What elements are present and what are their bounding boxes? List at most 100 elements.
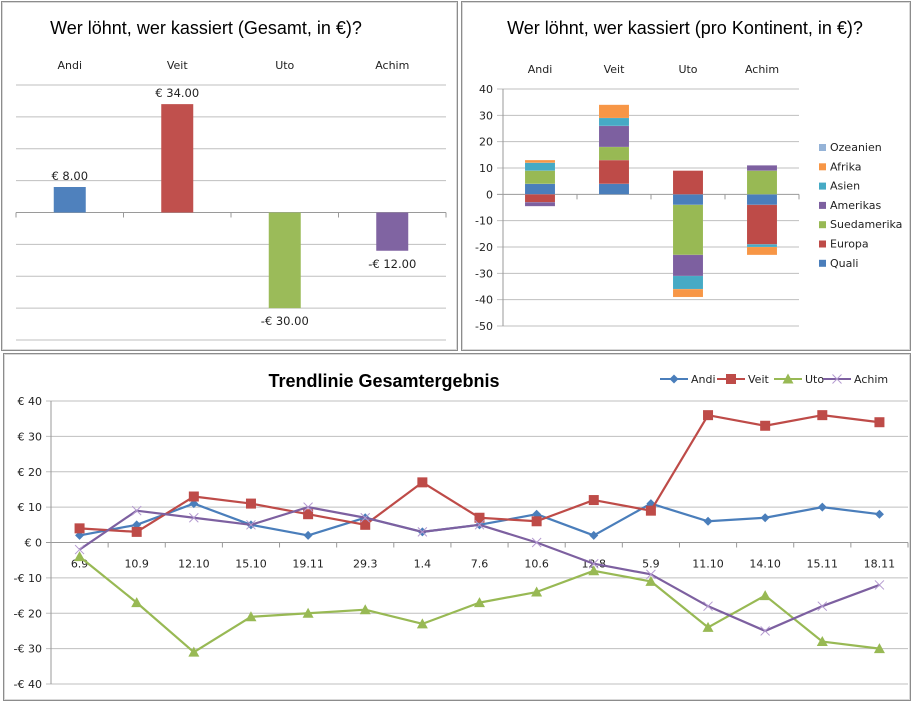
data-point-veit bbox=[417, 477, 428, 488]
data-point-uto bbox=[531, 586, 543, 597]
data-point-andi bbox=[874, 509, 884, 519]
x-tick-label: 5.9 bbox=[642, 558, 660, 571]
bar-segment-amerikas bbox=[672, 254, 704, 277]
legend-swatch-asien bbox=[819, 182, 826, 190]
data-point-veit bbox=[245, 498, 256, 509]
data-label: -€ 12.00 bbox=[368, 257, 416, 271]
data-point-achim bbox=[246, 519, 256, 530]
data-point-veit bbox=[588, 495, 599, 506]
y-tick-label: € 30 bbox=[18, 430, 43, 443]
legend-label: Uto bbox=[805, 373, 824, 386]
data-point-andi bbox=[532, 509, 542, 519]
data-point-veit bbox=[874, 417, 885, 428]
legend-label: Europa bbox=[830, 238, 869, 251]
legend-swatch-suedamerika bbox=[819, 221, 826, 229]
bar-segment-suedamerika bbox=[598, 146, 630, 161]
x-tick-label: 7.6 bbox=[471, 558, 489, 571]
data-point-veit bbox=[74, 523, 85, 534]
legend-label: Ozeanien bbox=[830, 141, 882, 154]
legend-label: Amerikas bbox=[830, 199, 882, 212]
bar-uto bbox=[268, 212, 301, 309]
y-tick-label: 20 bbox=[479, 136, 493, 149]
chart-panel-continent: Wer löhnt, wer kassiert (pro Kontinent, … bbox=[461, 1, 911, 351]
legend-marker-andi bbox=[669, 374, 679, 384]
data-point-andi bbox=[75, 530, 85, 540]
data-point-uto bbox=[759, 590, 771, 601]
category-label: Uto bbox=[275, 59, 294, 72]
data-point-andi bbox=[817, 502, 827, 512]
y-tick-label: -€ 10 bbox=[14, 572, 42, 585]
category-label: Achim bbox=[375, 59, 409, 72]
data-point-uto bbox=[873, 643, 885, 654]
data-label: € 8.00 bbox=[51, 169, 88, 183]
data-point-uto bbox=[188, 646, 200, 657]
chart-panel-trend: Trendlinie Gesamtergebnis € 40 € 30 € 20 € … bbox=[3, 353, 911, 701]
legend-label: Achim bbox=[854, 373, 888, 386]
y-tick-label: -30 bbox=[475, 267, 493, 280]
bar-segment-suedamerika bbox=[672, 204, 704, 256]
x-tick-label: 14.10 bbox=[749, 558, 781, 571]
data-point-uto bbox=[816, 636, 828, 647]
data-point-veit bbox=[531, 516, 542, 527]
x-tick-label: 29.3 bbox=[353, 558, 378, 571]
legend-marker-uto bbox=[782, 373, 794, 384]
data-point-achim bbox=[874, 580, 885, 590]
bar-segment-europa bbox=[598, 159, 630, 185]
bar-segment-quali bbox=[672, 194, 704, 206]
data-point-uto bbox=[645, 575, 657, 586]
data-point-uto bbox=[131, 597, 143, 608]
legend-marker-veit bbox=[726, 374, 736, 384]
legend-swatch-europa bbox=[819, 240, 826, 248]
bar-segment-quali bbox=[524, 183, 556, 195]
y-tick-label: -10 bbox=[475, 215, 493, 228]
data-point-achim bbox=[131, 505, 142, 516]
legend-label: Andi bbox=[691, 373, 716, 386]
data-point-achim bbox=[303, 502, 313, 512]
category-label: Uto bbox=[678, 63, 697, 76]
legend-swatch-quali bbox=[819, 259, 826, 267]
data-point-veit bbox=[131, 526, 142, 537]
chart-total-svg: Wer löhnt, wer kassiert (Gesamt, in €)? … bbox=[15, 18, 447, 341]
data-point-achim bbox=[74, 544, 85, 555]
data-point-uto bbox=[702, 621, 714, 632]
bar-veit bbox=[161, 104, 194, 213]
data-point-achim bbox=[188, 512, 199, 523]
bar-andi bbox=[53, 187, 86, 213]
x-tick-label: 10.6 bbox=[524, 558, 549, 571]
data-label: € 34.00 bbox=[155, 86, 199, 100]
y-tick-label: -50 bbox=[475, 320, 493, 333]
bar-segment-asien bbox=[672, 275, 704, 290]
data-point-veit bbox=[703, 410, 714, 421]
x-tick-label: 19.11 bbox=[292, 558, 324, 571]
data-point-achim bbox=[588, 558, 599, 569]
y-tick-label: € 20 bbox=[18, 466, 43, 479]
data-point-veit bbox=[188, 491, 199, 502]
chart-continent-svg: Wer löhnt, wer kassiert (pro Kontinent, … bbox=[475, 18, 902, 333]
legend-marker-achim bbox=[832, 374, 842, 384]
y-tick-label: -€ 30 bbox=[14, 643, 42, 656]
bar-segment-quali bbox=[746, 194, 778, 206]
data-point-achim bbox=[360, 512, 371, 523]
x-tick-label: 15.11 bbox=[807, 558, 839, 571]
x-tick-label: 11.10 bbox=[692, 558, 724, 571]
x-tick-label: 18.11 bbox=[864, 558, 896, 571]
x-tick-label: 1.4 bbox=[414, 558, 432, 571]
chart-title: Wer löhnt, wer kassiert (pro Kontinent, … bbox=[507, 18, 863, 38]
bar-segment-amerikas bbox=[598, 125, 630, 148]
legend-label: Asien bbox=[830, 180, 860, 193]
data-point-achim bbox=[417, 527, 428, 537]
series-achim bbox=[74, 502, 885, 636]
data-point-uto bbox=[416, 618, 428, 629]
category-label: Veit bbox=[604, 63, 625, 76]
chart-title: Wer löhnt, wer kassiert (Gesamt, in €)? bbox=[50, 18, 362, 38]
bar-segment-asien bbox=[598, 117, 630, 127]
y-tick-label: 10 bbox=[479, 162, 493, 175]
y-tick-label: € 40 bbox=[18, 395, 43, 408]
chart-title: Trendlinie Gesamtergebnis bbox=[268, 371, 499, 391]
bar-segment-afrika bbox=[524, 159, 556, 163]
data-point-achim bbox=[703, 601, 713, 612]
series-veit bbox=[74, 410, 885, 537]
bar-segment-afrika bbox=[598, 104, 630, 119]
data-point-achim bbox=[760, 626, 771, 636]
category-label: Veit bbox=[167, 59, 188, 72]
